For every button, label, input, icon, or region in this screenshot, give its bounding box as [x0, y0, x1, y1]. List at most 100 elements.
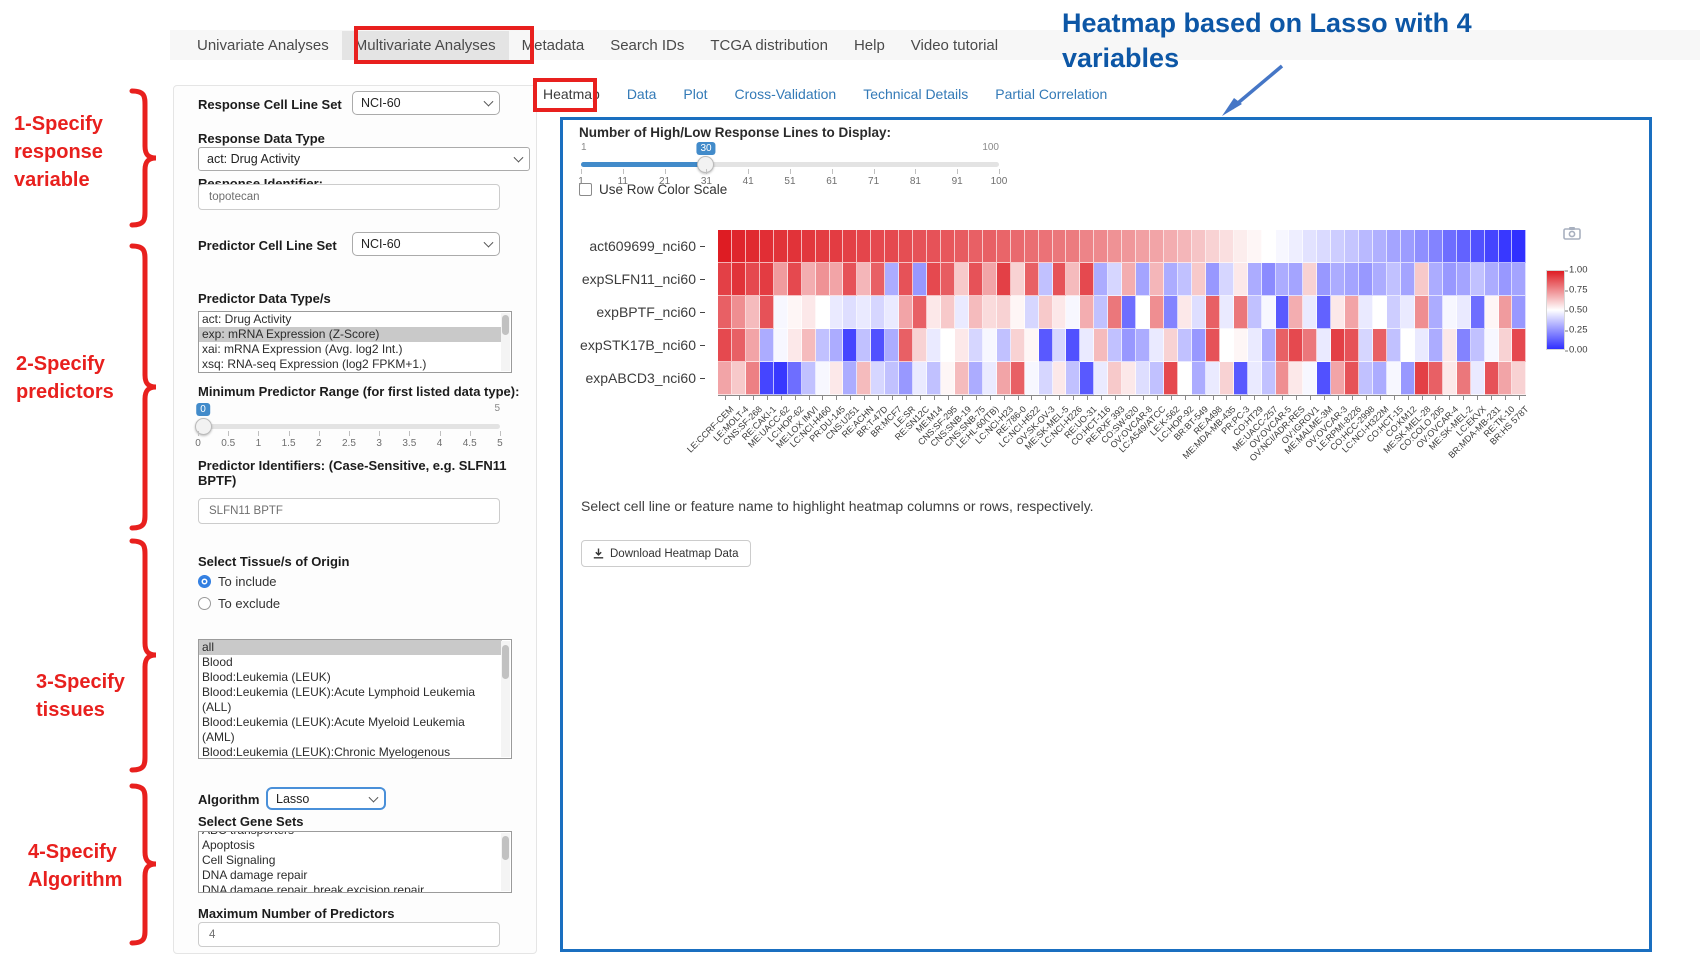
- heatmap-cell[interactable]: [787, 362, 802, 395]
- heatmap-cell[interactable]: [787, 296, 802, 329]
- heatmap-cell[interactable]: [1066, 296, 1081, 329]
- heatmap-cell[interactable]: [718, 296, 732, 329]
- nav-item-univariate-analyses[interactable]: Univariate Analyses: [197, 36, 329, 54]
- list-option[interactable]: Blood:Leukemia (LEUK):Acute Lymphoid Leu…: [202, 685, 476, 714]
- heatmap-cell[interactable]: [1456, 362, 1471, 395]
- heatmap-cell[interactable]: [1428, 263, 1443, 296]
- heatmap-cell[interactable]: [1219, 362, 1234, 395]
- heatmap-row-label[interactable]: expSTK17B_nci60: [565, 329, 705, 362]
- heatmap-cell[interactable]: [1038, 263, 1053, 296]
- predictor-data-types-listbox[interactable]: act: Drug Activity exp: mRNA Expression (…: [198, 311, 512, 373]
- heatmap-cell[interactable]: [1233, 362, 1248, 395]
- heatmap-cell[interactable]: [1345, 362, 1360, 395]
- heatmap-cell[interactable]: [1373, 296, 1387, 329]
- heatmap-cell[interactable]: [773, 296, 788, 329]
- heatmap-cell[interactable]: [857, 362, 872, 395]
- heatmap-cell[interactable]: [1122, 263, 1137, 296]
- heatmap-cell[interactable]: [1219, 263, 1234, 296]
- heatmap-row-label[interactable]: act609699_nci60: [565, 230, 705, 263]
- heatmap-cell[interactable]: [1094, 329, 1109, 362]
- heatmap-cell[interactable]: [1317, 263, 1332, 296]
- heatmap-cell[interactable]: [1373, 263, 1387, 296]
- heatmap-cell[interactable]: [1164, 329, 1178, 362]
- heatmap-cell[interactable]: [1205, 329, 1220, 362]
- slider-handle[interactable]: [195, 418, 212, 435]
- heatmap-cell[interactable]: [913, 263, 928, 296]
- heatmap-cell[interactable]: [1205, 230, 1220, 263]
- radio-to-include[interactable]: To include: [198, 574, 277, 589]
- nav-item-search-ids[interactable]: Search IDs: [610, 36, 685, 54]
- heatmap-cell[interactable]: [927, 230, 941, 263]
- heatmap-cell[interactable]: [1414, 329, 1429, 362]
- heatmap-cell[interactable]: [1303, 362, 1318, 395]
- heatmap-cell[interactable]: [1108, 329, 1123, 362]
- heatmap-cell[interactable]: [745, 263, 760, 296]
- gene-sets-listbox[interactable]: ABC transportersApoptosisCell SignalingD…: [198, 831, 512, 893]
- heatmap-cell[interactable]: [1038, 296, 1053, 329]
- heatmap-cell[interactable]: [1136, 296, 1151, 329]
- heatmap-cell[interactable]: [1247, 362, 1262, 395]
- scrollbar[interactable]: [501, 833, 510, 891]
- scrollbar-thumb[interactable]: [502, 315, 509, 335]
- heatmap-cell[interactable]: [773, 263, 788, 296]
- heatmap-cell[interactable]: [927, 362, 941, 395]
- heatmap-cell[interactable]: [759, 329, 774, 362]
- max-predictors-input[interactable]: 4: [198, 922, 500, 947]
- heatmap-cell[interactable]: [1205, 296, 1220, 329]
- heatmap-cell[interactable]: [1512, 362, 1527, 395]
- heatmap-cell[interactable]: [968, 230, 983, 263]
- list-option[interactable]: Blood:Leukemia (LEUK):Chronic Myelogenou…: [202, 745, 451, 759]
- heatmap-cell[interactable]: [1275, 329, 1290, 362]
- heatmap-cell[interactable]: [1345, 329, 1360, 362]
- heatmap-cell[interactable]: [1331, 329, 1346, 362]
- row-color-scale-checkbox[interactable]: Use Row Color Scale: [579, 182, 727, 197]
- heatmap-cell[interactable]: [731, 362, 746, 395]
- slider-track[interactable]: [198, 424, 500, 429]
- heatmap-cell[interactable]: [1108, 263, 1123, 296]
- nav-item-video-tutorial[interactable]: Video tutorial: [910, 36, 999, 54]
- list-option[interactable]: DNA damage repair: [202, 868, 308, 882]
- heatmap-cell[interactable]: [1470, 362, 1485, 395]
- heatmap-cell[interactable]: [1373, 230, 1387, 263]
- heatmap-cell[interactable]: [1122, 230, 1137, 263]
- list-option[interactable]: ABC transporters: [199, 832, 502, 838]
- heatmap-cell[interactable]: [1010, 296, 1025, 329]
- heatmap-cell[interactable]: [857, 296, 872, 329]
- list-option[interactable]: all: [199, 640, 502, 655]
- heatmap-cell[interactable]: [1498, 230, 1513, 263]
- heatmap-cell[interactable]: [1080, 296, 1095, 329]
- heatmap-cell[interactable]: [1387, 230, 1401, 263]
- heatmap-cell[interactable]: [1428, 296, 1443, 329]
- heatmap-cell[interactable]: [1261, 263, 1276, 296]
- heatmap-cell[interactable]: [1261, 230, 1276, 263]
- heatmap-cell[interactable]: [1233, 329, 1248, 362]
- heatmap-cell[interactable]: [1387, 362, 1401, 395]
- heatmap-cell[interactable]: [1442, 362, 1457, 395]
- heatmap-cell[interactable]: [1345, 296, 1360, 329]
- heatmap-cell[interactable]: [1512, 329, 1527, 362]
- heatmap-cell[interactable]: [1219, 296, 1234, 329]
- heatmap-cell[interactable]: [857, 329, 872, 362]
- heatmap-cell[interactable]: [1442, 263, 1457, 296]
- heatmap-cell[interactable]: [954, 362, 969, 395]
- predictor-cell-line-set-select[interactable]: NCI-60: [352, 232, 500, 256]
- heatmap-cell[interactable]: [954, 263, 969, 296]
- heatmap-cell[interactable]: [996, 296, 1011, 329]
- camera-icon[interactable]: [1563, 226, 1581, 240]
- heatmap-cell[interactable]: [1275, 362, 1290, 395]
- heatmap-row-label[interactable]: expABCD3_nci60: [565, 362, 705, 395]
- heatmap-cell[interactable]: [1428, 329, 1443, 362]
- heatmap-cell[interactable]: [1136, 329, 1151, 362]
- heatmap-cell[interactable]: [1317, 362, 1332, 395]
- heatmap-cell[interactable]: [1024, 263, 1039, 296]
- tab-partial-correlation[interactable]: Partial Correlation: [995, 86, 1108, 102]
- heatmap-cell[interactable]: [731, 263, 746, 296]
- heatmap-cell[interactable]: [843, 263, 858, 296]
- list-option[interactable]: Blood: [202, 655, 233, 669]
- heatmap-cell[interactable]: [941, 296, 955, 329]
- heatmap-cell[interactable]: [1219, 329, 1234, 362]
- heatmap-cell[interactable]: [1164, 362, 1178, 395]
- slider-track[interactable]: [581, 162, 999, 167]
- heatmap-cell[interactable]: [1414, 296, 1429, 329]
- scrollbar[interactable]: [501, 641, 510, 757]
